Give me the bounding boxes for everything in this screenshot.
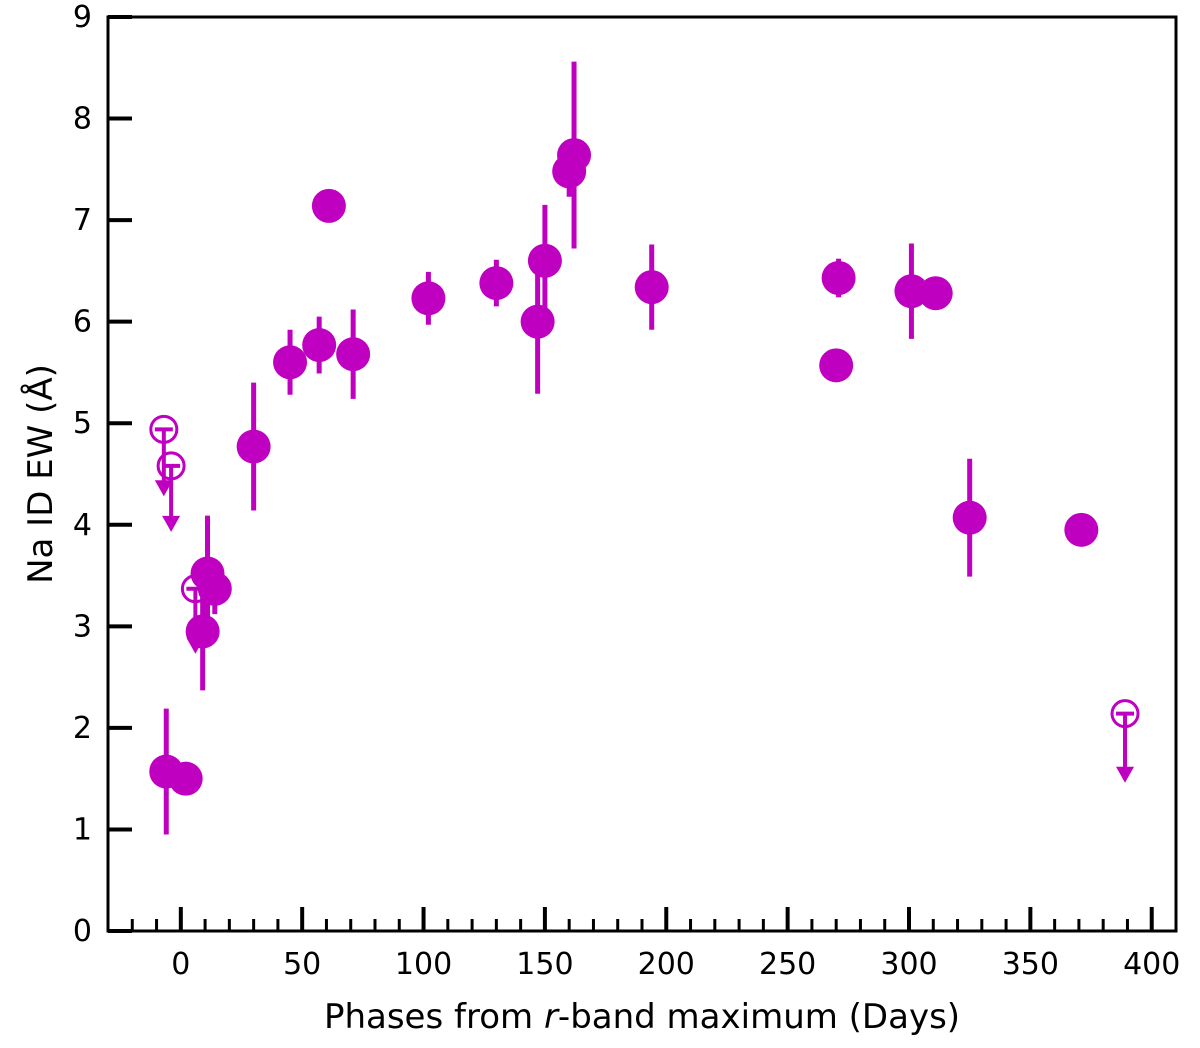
x-tick-label: 50 xyxy=(283,947,321,982)
detection-point xyxy=(236,429,271,464)
detection-point xyxy=(634,270,669,305)
data-points xyxy=(149,61,1140,835)
y-axis-label: Na ID EW (Å) xyxy=(20,364,61,584)
detection-point xyxy=(821,260,856,295)
upper-limit-marker xyxy=(180,574,210,654)
x-tick-label: 100 xyxy=(395,947,452,982)
detection-point xyxy=(168,761,203,796)
y-tick-label: 0 xyxy=(73,914,92,949)
detection-point xyxy=(918,276,953,311)
x-tick-label: 300 xyxy=(880,947,937,982)
axis-ticks: 0 1 2 3 4 5 6 7 8 9 0 50 100 150 200 250 300 350 400 xyxy=(73,0,1180,982)
upper-limit-arrowhead xyxy=(1116,766,1135,783)
y-tick-label: 1 xyxy=(73,812,92,847)
detection-point xyxy=(952,500,987,535)
detection-point xyxy=(336,337,371,372)
y-tick-label: 3 xyxy=(73,609,92,644)
x-axis-label-part-2: r xyxy=(544,997,560,1037)
x-axis-label-part-1: Phases from xyxy=(324,997,544,1037)
y-tick-label: 4 xyxy=(73,508,92,543)
upper-limit-arrowhead xyxy=(154,480,173,497)
upper-limit-marker xyxy=(1110,699,1140,783)
y-tick-label: 8 xyxy=(73,102,92,137)
detection-point xyxy=(311,188,346,223)
plot-frame xyxy=(106,15,1178,933)
detection-point xyxy=(302,328,337,363)
upper-limit-arrowhead xyxy=(162,515,181,532)
y-tick-label: 7 xyxy=(73,203,92,238)
detection-point xyxy=(520,304,555,339)
detection-point xyxy=(557,138,592,173)
x-tick-label: 0 xyxy=(171,947,190,982)
y-tick-label: 5 xyxy=(73,406,92,441)
y-tick-label: 9 xyxy=(73,0,92,35)
upper-limit-marker xyxy=(156,451,186,532)
y-tick-label: 2 xyxy=(73,711,92,746)
x-axis-label-part-3: -band maximum (Days) xyxy=(558,997,960,1037)
x-axis-label: Phases from r-band maximum (Days) xyxy=(324,997,960,1037)
detection-point xyxy=(1064,512,1099,547)
detection-point xyxy=(479,266,514,301)
y-tick-label: 6 xyxy=(73,305,92,340)
detection-point xyxy=(527,243,562,278)
x-tick-label: 350 xyxy=(1002,947,1059,982)
x-tick-label: 250 xyxy=(759,947,816,982)
detection-point xyxy=(273,345,308,380)
detection-point xyxy=(819,348,854,383)
x-tick-label: 400 xyxy=(1123,947,1180,982)
x-tick-label: 150 xyxy=(516,947,573,982)
detection-point xyxy=(894,274,929,309)
upper-limit-arrowhead xyxy=(186,637,205,654)
x-tick-label: 200 xyxy=(638,947,695,982)
detection-point xyxy=(411,281,446,316)
